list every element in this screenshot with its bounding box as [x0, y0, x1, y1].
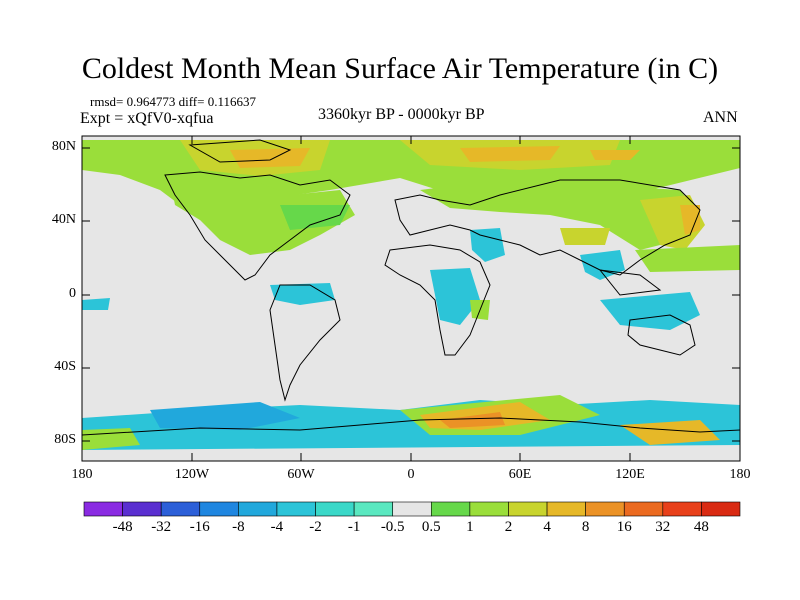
colorbar-label: 0.5	[421, 519, 441, 535]
map-title: Coldest Month Mean Surface Air Temperatu…	[81, 52, 719, 85]
colorbar-label: 1	[466, 519, 474, 535]
anomaly-shading	[82, 140, 740, 461]
season-text: ANN	[703, 109, 738, 126]
lon-label-60w: 60W	[287, 467, 315, 482]
colorbar-swatch	[160, 501, 201, 517]
lon-label-180w: 180	[71, 467, 93, 482]
colorbar-swatch	[392, 501, 432, 517]
lon-label-0: 0	[407, 467, 415, 482]
colorbar-label: -1	[347, 519, 361, 535]
colorbar-label: -48	[112, 519, 133, 535]
lat-label-80n: 80N	[51, 139, 76, 154]
lon-label-120w: 120W	[174, 467, 210, 482]
colorbar-label: 2	[504, 519, 513, 535]
colorbar-label: 16	[616, 519, 632, 535]
colorbar-swatch	[623, 501, 664, 517]
lat-label-80s: 80S	[54, 432, 76, 447]
colorbar-label: -2	[309, 519, 322, 535]
period-text: 3360kyr BP - 0000kyr BP	[318, 106, 485, 123]
lat-label-0: 0	[69, 286, 76, 301]
colorbar-label: -32	[151, 519, 172, 535]
colorbar-swatch	[353, 501, 394, 517]
lon-label-120e: 120E	[615, 467, 645, 482]
colorbar-swatch	[238, 501, 278, 517]
colorbar-swatch	[276, 501, 316, 517]
colorbar-swatch	[662, 501, 702, 517]
colorbar-swatch	[430, 501, 471, 517]
stats-text: rmsd= 0.964773 diff= 0.116637	[90, 94, 256, 109]
colorbar-swatch	[701, 501, 741, 517]
colorbar-label: 4	[543, 519, 551, 535]
colorbar-label: 32	[655, 519, 671, 535]
coastlines	[82, 139, 740, 436]
colorbar-label: 48	[693, 519, 709, 535]
colorbar-swatch	[122, 501, 162, 517]
colorbar-swatch	[83, 501, 123, 517]
lat-label-40n: 40N	[51, 212, 76, 227]
colorbar-label: 8	[581, 519, 590, 535]
colorbar-label: -16	[189, 519, 210, 535]
axis-ticks	[81, 136, 741, 461]
experiment-text: Expt = xQfV0-xqfua	[80, 110, 214, 127]
lon-label-60e: 60E	[508, 467, 532, 482]
colorbar-label: -0.5	[380, 519, 405, 535]
colorbar-swatch	[315, 501, 355, 517]
colorbar-label: -4	[270, 519, 284, 535]
colorbar-swatch	[199, 501, 239, 517]
lon-label-180e: 180	[729, 467, 751, 482]
colorbar-swatch	[508, 501, 548, 517]
lat-label-40s: 40S	[54, 359, 76, 374]
colorbar-label: -8	[232, 519, 245, 535]
colorbar-swatch	[546, 501, 586, 517]
colorbar-swatch	[469, 501, 509, 517]
colorbar	[83, 501, 741, 517]
colorbar-swatch	[585, 501, 625, 517]
